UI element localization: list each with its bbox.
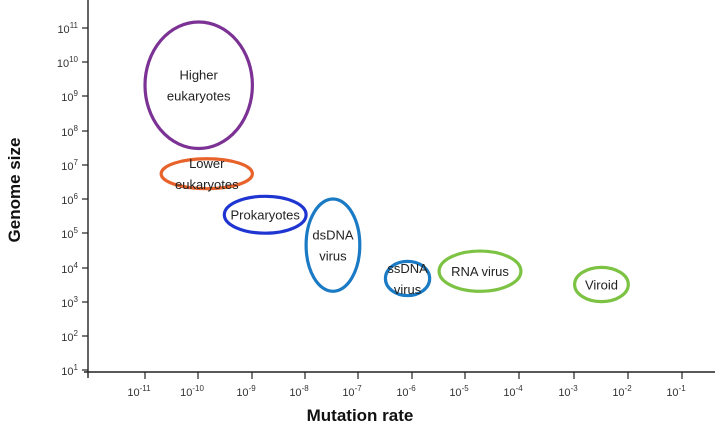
x-tick-label: 10-2	[612, 384, 632, 399]
group-label-lower-eukaryotes: eukaryotes	[175, 177, 239, 192]
y-tick-label: 107	[61, 158, 78, 173]
group-ellipse-viroid	[573, 265, 630, 304]
y-tick-label: 104	[61, 261, 78, 276]
group-label-prokaryotes: Prokaryotes	[231, 208, 301, 223]
y-tick-label: 1011	[57, 21, 78, 36]
y-tick-label: 103	[61, 295, 78, 310]
group-label-ssdna-virus: virus	[394, 282, 422, 297]
x-tick-label: 10-10	[180, 384, 204, 399]
x-tick-label: 10-5	[449, 384, 469, 399]
x-tick-label: 10-8	[289, 384, 309, 399]
x-tick-label: 10-1	[666, 384, 686, 399]
x-tick-label: 10-3	[558, 384, 578, 399]
y-tick-label: 1010	[57, 55, 79, 70]
x-tick-label: 10-11	[127, 384, 151, 399]
y-tick-label: 106	[61, 192, 78, 207]
y-axis-title: Genome size	[5, 138, 24, 243]
y-tick-label: 109	[61, 89, 78, 104]
group-ellipse-dsdna-virus	[304, 197, 362, 293]
group-label-dsdna-virus: dsDNA	[312, 228, 354, 243]
group-ellipse-prokaryotes	[222, 194, 308, 235]
group-ellipse-lower-eukaryotes	[159, 157, 255, 191]
group-ellipse-higher-eukaryotes	[143, 20, 255, 151]
group-label-lower-eukaryotes: Lower	[189, 156, 225, 171]
group-label-higher-eukaryotes: Higher	[180, 68, 219, 83]
group-label-rna-virus: RNA virus	[451, 264, 509, 279]
labels: Higher eukaryotes Lower eukaryotes Prokaryot…	[167, 68, 618, 297]
group-label-higher-eukaryotes: eukaryotes	[167, 89, 231, 104]
y-tick-label: 102	[61, 329, 78, 344]
y-tick-label: 105	[61, 226, 78, 241]
group-label-viroid: Viroid	[585, 278, 618, 293]
group-ellipse-rna-virus	[437, 249, 523, 293]
x-tick-label: 10-6	[396, 384, 416, 399]
y-tick-label: 108	[61, 124, 78, 139]
marks	[143, 20, 630, 304]
group-label-dsdna-virus: virus	[319, 249, 347, 264]
group-ellipse-ssdna-virus	[383, 259, 432, 298]
x-tick-label: 10-9	[236, 384, 256, 399]
group-label-ssdna-virus: ssDNA	[387, 261, 428, 276]
x-tick-label: 10-4	[503, 384, 523, 399]
axes: 10-11 10-10 10-9 10-8 10-7 10-6 10-5 10-4 10-3 10…	[57, 0, 715, 399]
y-tick-label: 101	[61, 363, 78, 378]
x-axis-title: Mutation rate	[307, 406, 414, 425]
x-tick-label: 10-7	[342, 384, 362, 399]
